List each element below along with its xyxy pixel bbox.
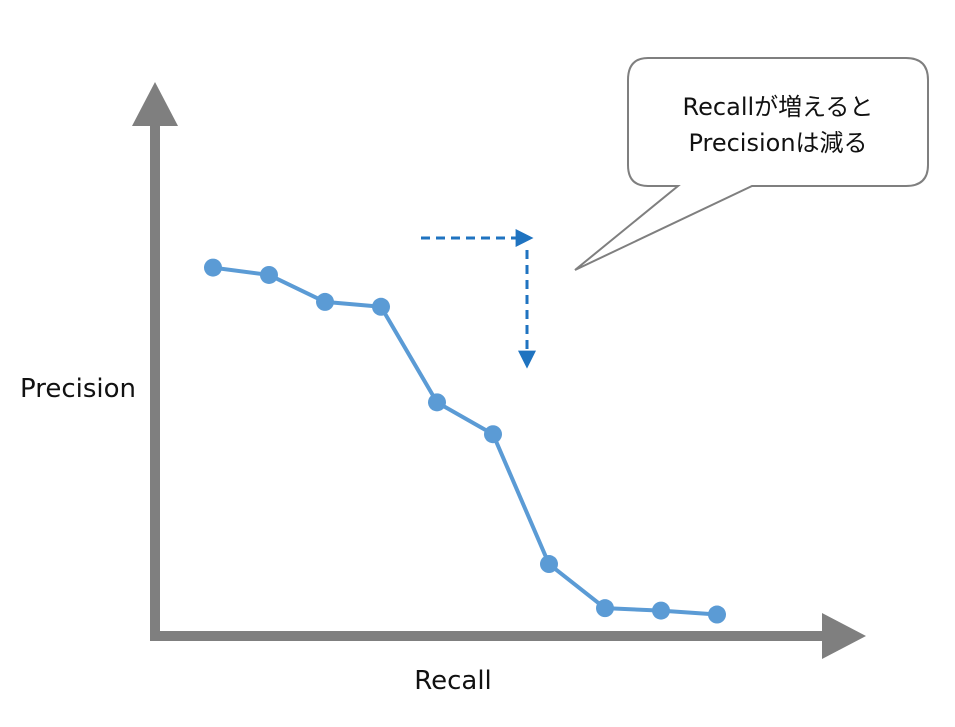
data-point-8 xyxy=(596,599,614,618)
x-axis-label: Recall xyxy=(414,666,492,696)
callout-line-1: Recallが増えると xyxy=(683,93,874,121)
axes xyxy=(132,82,866,659)
data-point-9 xyxy=(652,601,670,620)
data-point-1 xyxy=(204,258,222,277)
y-axis-label: Precision xyxy=(20,374,136,404)
data-point-4 xyxy=(372,297,390,316)
callout: Recallが増えると Precisionは減る xyxy=(574,57,929,271)
trend-arrows xyxy=(421,229,536,369)
data-point-7 xyxy=(540,555,558,574)
y-axis-line xyxy=(150,116,160,641)
series-line xyxy=(212,265,718,617)
y-axis-arrowhead xyxy=(132,82,178,126)
data-point-10 xyxy=(708,605,726,624)
data-point-3 xyxy=(316,292,334,311)
x-axis-line xyxy=(150,631,835,641)
data-point-6 xyxy=(484,425,502,444)
callout-line-2: Precisionは減る xyxy=(688,129,867,157)
x-axis-arrowhead xyxy=(822,613,866,659)
series-group xyxy=(204,258,726,624)
data-point-2 xyxy=(260,265,278,284)
callout-bubble xyxy=(574,57,929,271)
data-point-5 xyxy=(428,393,446,412)
